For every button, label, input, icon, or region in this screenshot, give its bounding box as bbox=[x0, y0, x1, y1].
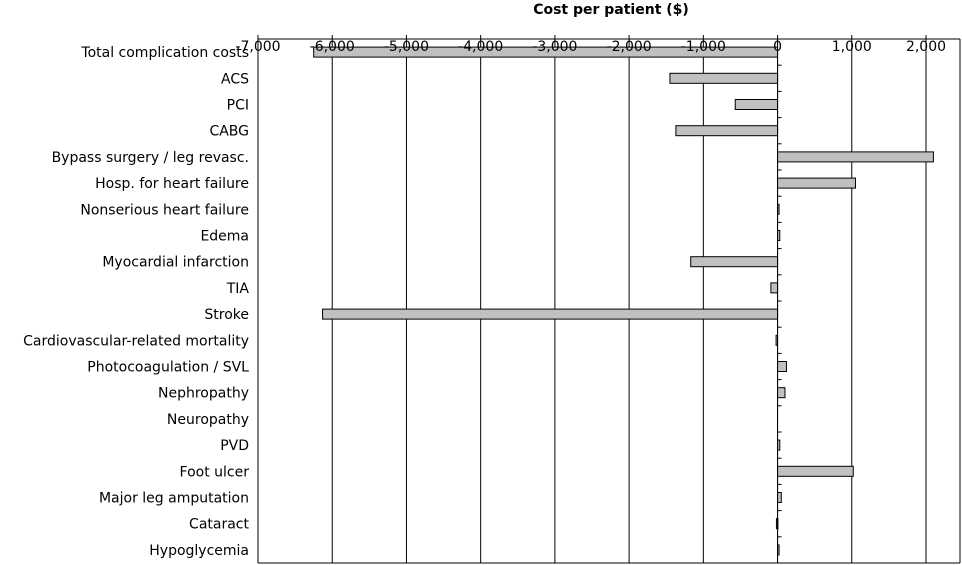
bar bbox=[777, 361, 787, 372]
bar bbox=[777, 465, 854, 477]
category-label: Total complication costs bbox=[80, 45, 249, 61]
category-label: PVD bbox=[220, 438, 249, 454]
category-label: Hypoglycemia bbox=[149, 543, 249, 559]
category-label: Edema bbox=[200, 229, 249, 245]
bar bbox=[777, 387, 786, 399]
x-tick-label: -3,000 bbox=[532, 39, 577, 55]
bar bbox=[734, 99, 779, 110]
x-tick-label: 1,000 bbox=[832, 39, 872, 55]
category-label: PCI bbox=[227, 98, 249, 114]
category-label: Bypass surgery / leg revasc. bbox=[52, 150, 249, 166]
category-label: TIA bbox=[226, 281, 250, 297]
plot-frame bbox=[257, 38, 961, 564]
bar bbox=[770, 282, 779, 294]
x-tick-label: -6,000 bbox=[310, 39, 355, 55]
x-axis-title: Cost per patient ($) bbox=[533, 2, 689, 18]
bar bbox=[690, 256, 779, 268]
x-tick-label: -5,000 bbox=[384, 39, 429, 55]
category-label: Stroke bbox=[204, 307, 249, 323]
x-tick-label: -2,000 bbox=[607, 39, 652, 55]
bar bbox=[322, 308, 779, 320]
x-tick-labels: -7,000 -6,000 -5,000 -4,000 -3,000 -2,000 -1,0… bbox=[235, 39, 946, 55]
category-label: Major leg amputation bbox=[99, 491, 249, 507]
category-label: Hosp. for heart failure bbox=[95, 176, 249, 192]
bar bbox=[669, 72, 779, 84]
category-label: Cardiovascular-related mortality bbox=[23, 333, 249, 349]
category-labels: Total complication costs ACS PCI CABG Bypass… bbox=[23, 45, 249, 559]
x-tick-label: -1,000 bbox=[681, 39, 726, 55]
bar bbox=[675, 125, 779, 137]
bar bbox=[777, 177, 856, 189]
category-label: Nonserious heart failure bbox=[80, 202, 249, 218]
category-label: Neuropathy bbox=[167, 412, 249, 428]
x-tick-label: -4,000 bbox=[458, 39, 503, 55]
category-label: CABG bbox=[209, 124, 249, 140]
bar bbox=[777, 492, 782, 503]
category-label: Foot ulcer bbox=[180, 464, 250, 480]
category-label: Photocoagulation / SVL bbox=[87, 360, 249, 376]
category-label: Myocardial infarction bbox=[102, 255, 249, 271]
bar bbox=[777, 151, 934, 163]
category-label: Nephropathy bbox=[158, 386, 249, 402]
category-label: ACS bbox=[221, 71, 249, 87]
grid-lines bbox=[257, 35, 927, 563]
category-label: Cataract bbox=[189, 517, 249, 533]
x-tick-label: 2,000 bbox=[906, 39, 946, 55]
bars bbox=[313, 46, 934, 556]
